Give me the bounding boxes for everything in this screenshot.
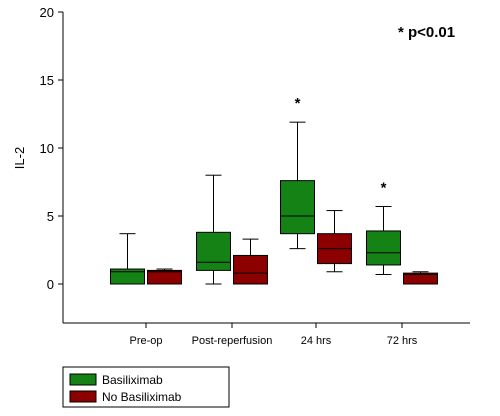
box-0-1 bbox=[196, 174, 231, 285]
x-tick-label: Pre-op bbox=[129, 335, 162, 347]
y-tick-label: 20 bbox=[40, 5, 54, 20]
legend-swatch bbox=[69, 373, 97, 386]
x-tick-label: 72 hrs bbox=[387, 335, 418, 347]
box-body bbox=[366, 230, 401, 266]
significance-star: * bbox=[295, 95, 301, 112]
y-tick-label: 10 bbox=[40, 141, 54, 156]
box-body bbox=[196, 231, 231, 271]
box-body bbox=[233, 254, 268, 285]
box-body bbox=[110, 268, 145, 285]
x-tick-label: Post-reperfusion bbox=[192, 335, 273, 347]
box-1-2 bbox=[317, 210, 352, 273]
y-tick-label: 0 bbox=[47, 277, 54, 292]
box-1-1 bbox=[233, 238, 268, 285]
box-1-3 bbox=[403, 271, 438, 285]
legend-label: No Basiliximab bbox=[102, 390, 182, 404]
x-tick-label: 24 hrs bbox=[301, 335, 332, 347]
significance-star: * bbox=[381, 179, 387, 196]
significance-annotation: * p<0.01 bbox=[398, 24, 455, 41]
boxes: ** bbox=[110, 95, 438, 285]
box-body bbox=[403, 272, 438, 285]
box-0-3 bbox=[366, 205, 401, 275]
legend-swatch bbox=[69, 390, 97, 403]
legend-label: Basiliximab bbox=[102, 373, 163, 387]
y-axis-label: IL-2 bbox=[12, 147, 27, 169]
axes: 0 5 10 15 20 Pre-op Post-reperfusion 24 hrs 72 h… bbox=[40, 5, 470, 347]
box-1-0 bbox=[147, 268, 182, 285]
box-body bbox=[280, 180, 315, 235]
box-body bbox=[147, 269, 182, 285]
box-0-0 bbox=[110, 233, 145, 285]
box-0-2 bbox=[280, 121, 315, 250]
y-tick-label: 15 bbox=[40, 73, 54, 88]
y-tick-label: 5 bbox=[47, 209, 54, 224]
legend: Basiliximab No Basiliximab bbox=[62, 366, 230, 408]
